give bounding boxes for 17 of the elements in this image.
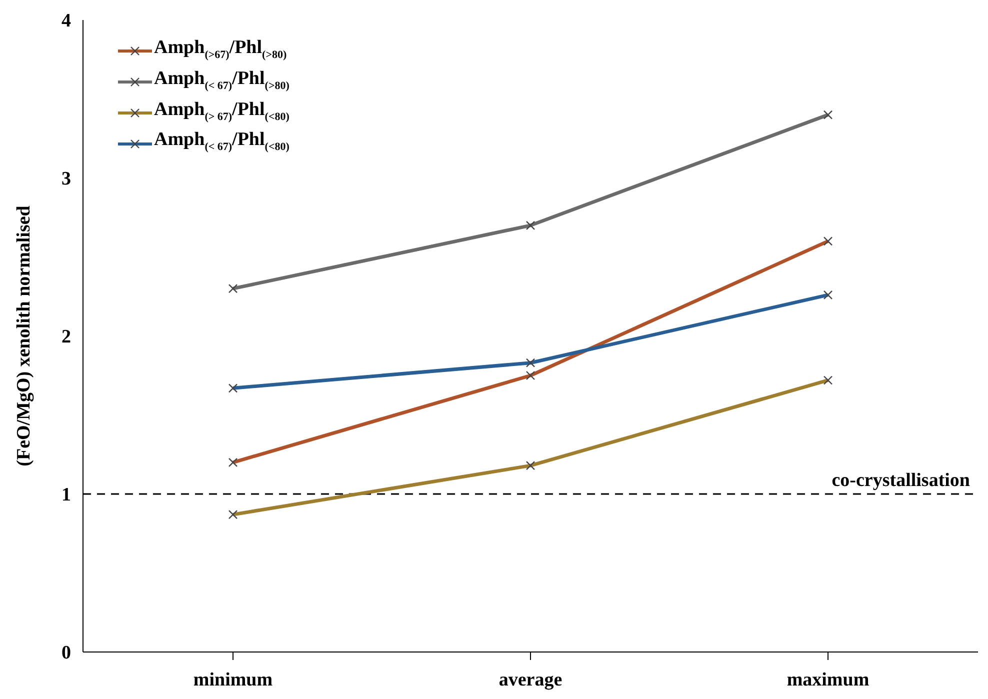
y-tick-label: 2 [62,326,71,348]
y-tick-label: 3 [62,168,71,190]
y-tick-label: 0 [62,642,71,664]
point [823,110,833,120]
x-tick-label: minimum [193,669,273,690]
point [526,220,536,230]
y-tick-label: 1 [62,484,71,506]
legend-label: Amph$_{(> 67)}$/Phl$_{(<80)}$ [154,98,290,124]
y-tick-label: 4 [62,10,72,32]
point [228,284,238,294]
legend-label: Amph$_{(< 67)}$/Phl$_{(>80)}$ [154,66,290,94]
x-tick-label: average [498,669,562,690]
legend-label: Amph$_{(>67)}$/Phl$_{(>80)}$ [154,36,287,63]
ref-line-label: co-crystallisation [832,470,970,491]
legend-label: Amph$_{(< 67)}$/Phl$_{(<80)}$ [154,128,290,156]
x-tick-label: maximum [786,669,870,690]
y-axis-title: (FeO/MgO) xenolith normalised [14,205,35,466]
